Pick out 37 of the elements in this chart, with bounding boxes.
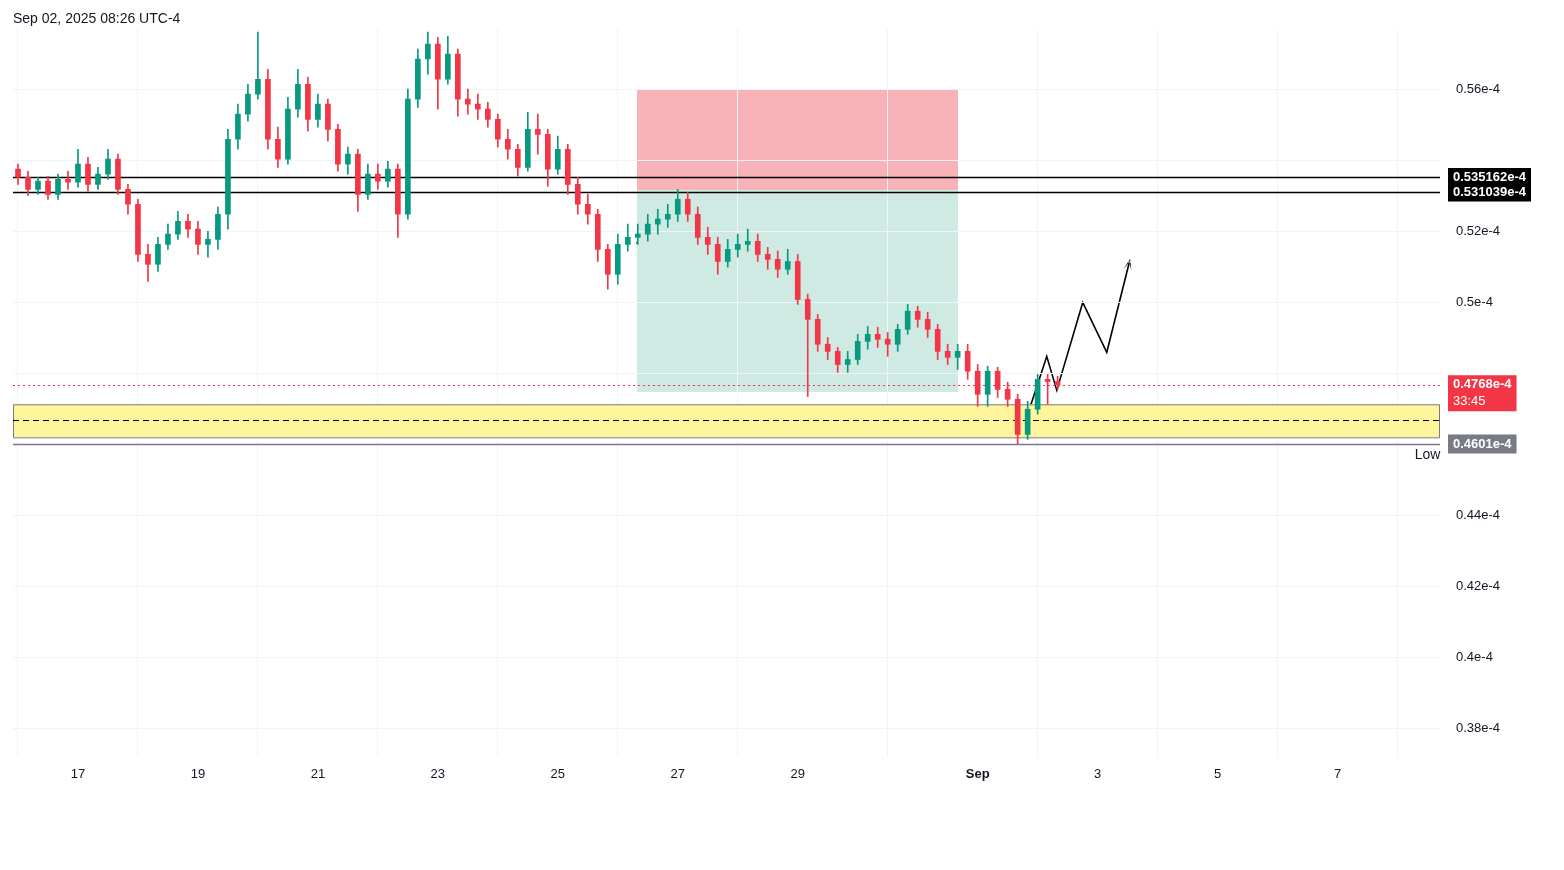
candlestick [465, 88, 471, 115]
x-tick-label: 7 [1333, 766, 1342, 782]
x-tick-label: 29 [790, 766, 805, 782]
x-tick-label: 27 [670, 766, 685, 782]
x-tick-label: Sep [965, 766, 990, 782]
y-tick-label: 0.44e-4 [1456, 507, 1501, 523]
y-tick-label: 0.5e-4 [1456, 293, 1493, 309]
candlestick [654, 208, 661, 235]
x-tick-label: 23 [430, 766, 446, 782]
candlestick [534, 113, 541, 155]
candlestick [634, 223, 641, 245]
candlestick [664, 203, 671, 228]
y-tick-label: 0.38e-4 [1456, 720, 1501, 736]
candlestick [205, 230, 211, 258]
candlestick [734, 233, 741, 258]
y-tick-label: 0.52e-4 [1456, 222, 1501, 238]
candlestick [884, 332, 891, 357]
ref-line-label: 0.4601e-4 [1453, 435, 1513, 451]
candlestick [475, 93, 481, 120]
x-tick-label: 25 [550, 766, 566, 782]
annotation: Low [1414, 445, 1442, 462]
candlestick [255, 31, 261, 100]
x-tick-label: 17 [70, 766, 86, 782]
x-tick-label: 21 [310, 766, 326, 782]
ref-line-label: 0.535162e-4 [1453, 168, 1527, 184]
x-tick-label: 3 [1094, 766, 1102, 782]
x-tick-label: 19 [190, 766, 206, 782]
ref-line-label: 0.4768e-4 [1453, 376, 1513, 392]
y-tick-label: 0.4e-4 [1456, 649, 1493, 665]
y-tick-label: 0.42e-4 [1456, 578, 1501, 594]
ref-line-label: 0.531039e-4 [1453, 183, 1527, 199]
y-tick-label: 0.56e-4 [1456, 80, 1501, 96]
chart-title: Sep 02, 2025 08:26 UTC-4 [13, 10, 181, 26]
candlestick [744, 228, 751, 252]
x-tick-label: 5 [1213, 766, 1222, 782]
text: 33:45 [1453, 393, 1486, 409]
candlestick [65, 170, 71, 190]
